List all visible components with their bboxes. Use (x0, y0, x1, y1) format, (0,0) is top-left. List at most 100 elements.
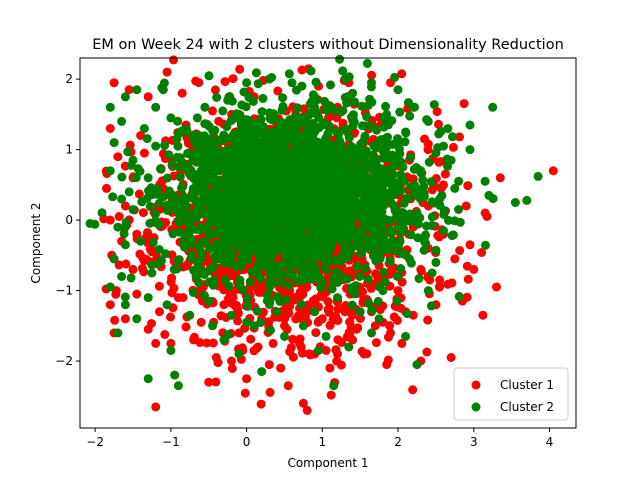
point-cluster-2 (385, 256, 395, 266)
point-cluster-2 (151, 141, 161, 151)
point-cluster-2 (228, 172, 238, 182)
point-cluster-2 (147, 268, 157, 278)
point-cluster-2 (308, 122, 318, 132)
point-cluster-2 (208, 263, 218, 273)
point-cluster-2 (120, 292, 130, 302)
point-cluster-2 (362, 191, 371, 200)
y-tick-label: 0 (65, 213, 73, 227)
point-cluster-2 (243, 301, 253, 311)
point-cluster-2 (278, 101, 288, 111)
point-cluster-2 (303, 175, 313, 185)
point-cluster-2 (311, 143, 321, 153)
point-cluster-1 (463, 181, 473, 191)
point-cluster-2 (187, 250, 197, 260)
point-cluster-2 (250, 209, 260, 219)
point-cluster-2 (412, 208, 422, 218)
x-tick-label: 2 (394, 435, 402, 449)
point-cluster-1 (143, 92, 153, 102)
point-cluster-2 (363, 207, 373, 217)
point-cluster-2 (203, 134, 213, 144)
point-cluster-1 (132, 229, 142, 239)
point-cluster-1 (348, 335, 358, 345)
point-cluster-2 (465, 145, 475, 155)
point-cluster-2 (280, 211, 290, 221)
point-cluster-1 (216, 311, 226, 321)
point-cluster-2 (423, 116, 433, 126)
point-cluster-1 (359, 349, 369, 359)
point-cluster-2 (238, 189, 248, 199)
point-cluster-1 (155, 307, 164, 317)
point-cluster-1 (302, 282, 312, 292)
point-cluster-2 (249, 321, 259, 331)
point-cluster-1 (382, 360, 392, 370)
point-cluster-1 (393, 286, 403, 296)
point-cluster-1 (105, 124, 115, 133)
point-cluster-1 (211, 377, 221, 387)
point-cluster-2 (183, 160, 192, 170)
point-cluster-2 (268, 250, 278, 260)
point-cluster-2 (172, 264, 182, 274)
point-cluster-1 (455, 246, 465, 255)
point-cluster-2 (257, 367, 267, 377)
point-cluster-2 (175, 172, 185, 182)
point-cluster-2 (427, 212, 437, 222)
point-cluster-2 (105, 102, 115, 112)
point-cluster-2 (204, 71, 214, 81)
y-axis-label: Component 2 (29, 202, 43, 283)
point-cluster-2 (385, 190, 395, 200)
point-cluster-1 (288, 334, 298, 344)
point-cluster-2 (378, 286, 388, 296)
point-cluster-1 (256, 399, 266, 409)
point-cluster-2 (360, 263, 370, 273)
point-cluster-2 (265, 204, 275, 214)
point-cluster-1 (386, 328, 395, 338)
point-cluster-2 (105, 282, 115, 292)
point-cluster-1 (132, 289, 142, 299)
point-cluster-2 (367, 174, 377, 184)
point-cluster-2 (488, 102, 498, 112)
y-tick-label: 2 (65, 72, 73, 86)
point-cluster-2 (321, 331, 331, 341)
point-cluster-2 (148, 237, 158, 247)
point-cluster-2 (408, 102, 418, 112)
point-cluster-2 (465, 120, 475, 130)
point-cluster-1 (333, 335, 343, 345)
point-cluster-2 (310, 209, 320, 219)
point-cluster-2 (219, 130, 229, 140)
point-cluster-2 (361, 197, 371, 207)
point-cluster-2 (194, 210, 204, 220)
point-cluster-2 (117, 116, 127, 126)
point-cluster-1 (397, 69, 407, 79)
point-cluster-2 (362, 58, 372, 68)
point-cluster-2 (173, 381, 183, 391)
point-cluster-2 (319, 118, 329, 128)
point-cluster-2 (256, 274, 265, 283)
point-cluster-2 (186, 234, 196, 244)
y-tick-label: −2 (55, 354, 73, 368)
point-cluster-2 (285, 115, 295, 125)
point-cluster-1 (367, 70, 377, 80)
point-cluster-2 (257, 107, 267, 117)
point-cluster-1 (114, 212, 124, 221)
point-cluster-1 (340, 307, 350, 317)
point-cluster-2 (385, 225, 395, 235)
point-cluster-2 (389, 157, 399, 167)
point-cluster-2 (393, 178, 403, 188)
point-cluster-1 (211, 353, 221, 362)
point-cluster-1 (196, 317, 206, 327)
point-cluster-2 (241, 246, 250, 255)
point-cluster-1 (139, 148, 149, 158)
point-cluster-2 (237, 100, 247, 110)
point-cluster-2 (177, 127, 187, 137)
x-axis-label: Component 1 (287, 456, 368, 470)
point-cluster-1 (296, 342, 306, 352)
point-cluster-2 (208, 321, 217, 331)
point-cluster-1 (253, 342, 263, 352)
point-cluster-2 (97, 208, 107, 218)
point-cluster-2 (235, 110, 245, 120)
point-cluster-1 (105, 300, 115, 310)
point-cluster-1 (416, 264, 426, 274)
point-cluster-2 (301, 189, 311, 199)
point-cluster-1 (160, 330, 170, 339)
point-cluster-2 (264, 152, 274, 162)
